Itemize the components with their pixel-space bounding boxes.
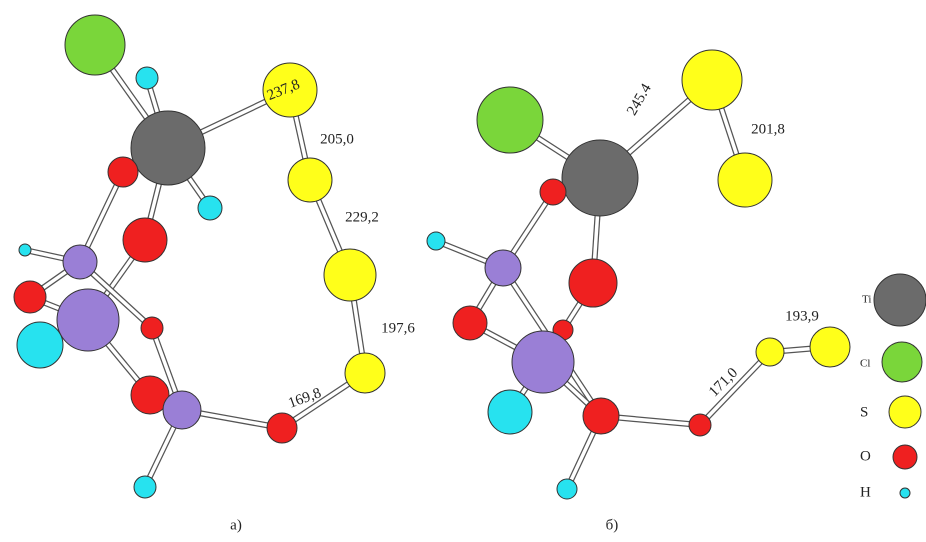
bond-label: 245.4: [624, 81, 655, 119]
atom: [288, 158, 332, 202]
bond-label: 205,0: [320, 131, 354, 147]
atom: [163, 391, 201, 429]
legend-label: H: [860, 484, 871, 500]
atom: [557, 479, 577, 499]
atom: [141, 317, 163, 339]
atom: [689, 414, 711, 436]
atom: [63, 245, 97, 279]
atom: [123, 218, 167, 262]
panel-label: б): [606, 517, 619, 533]
atom: [512, 331, 574, 393]
panel-label: а): [230, 517, 242, 533]
atom: [882, 342, 922, 382]
atom: [810, 327, 850, 367]
legend-label: Ti: [862, 294, 871, 306]
atom: [134, 476, 156, 498]
atom: [267, 413, 297, 443]
legend-label: O: [860, 448, 871, 464]
atom: [427, 232, 445, 250]
legend-label: S: [860, 404, 868, 420]
molecule-diagram: 237,8 205,0 229,2 197,6 169,8 а) 245.4 2…: [0, 0, 926, 542]
atom: [756, 338, 784, 366]
atom: [57, 289, 119, 351]
atom: [345, 353, 385, 393]
bond-label: 197,6: [381, 320, 415, 336]
bond-label: 171,0: [706, 365, 741, 400]
atom: [893, 445, 917, 469]
legend: Ti Cl S O H: [860, 294, 871, 501]
legend-label: Cl: [860, 358, 870, 370]
atom: [488, 390, 532, 434]
atom: [569, 259, 617, 307]
atom: [324, 249, 376, 301]
atom: [65, 15, 125, 75]
atom: [718, 153, 772, 207]
bond-label: 193,9: [785, 308, 819, 324]
atom: [453, 306, 487, 340]
atom: [136, 67, 158, 89]
atom: [14, 281, 46, 313]
atom: [108, 157, 138, 187]
atom: [874, 274, 926, 326]
atom: [900, 488, 910, 498]
atom: [131, 111, 205, 185]
atom: [682, 50, 742, 110]
bond-label: 201,8: [751, 121, 785, 137]
atom: [477, 87, 543, 153]
bond-label: 229,2: [345, 209, 379, 225]
atom: [889, 396, 921, 428]
atom: [485, 250, 521, 286]
atom: [540, 179, 566, 205]
atom: [583, 398, 619, 434]
atom: [17, 322, 63, 368]
atom: [562, 140, 638, 216]
atom: [198, 196, 222, 220]
atom: [19, 244, 31, 256]
